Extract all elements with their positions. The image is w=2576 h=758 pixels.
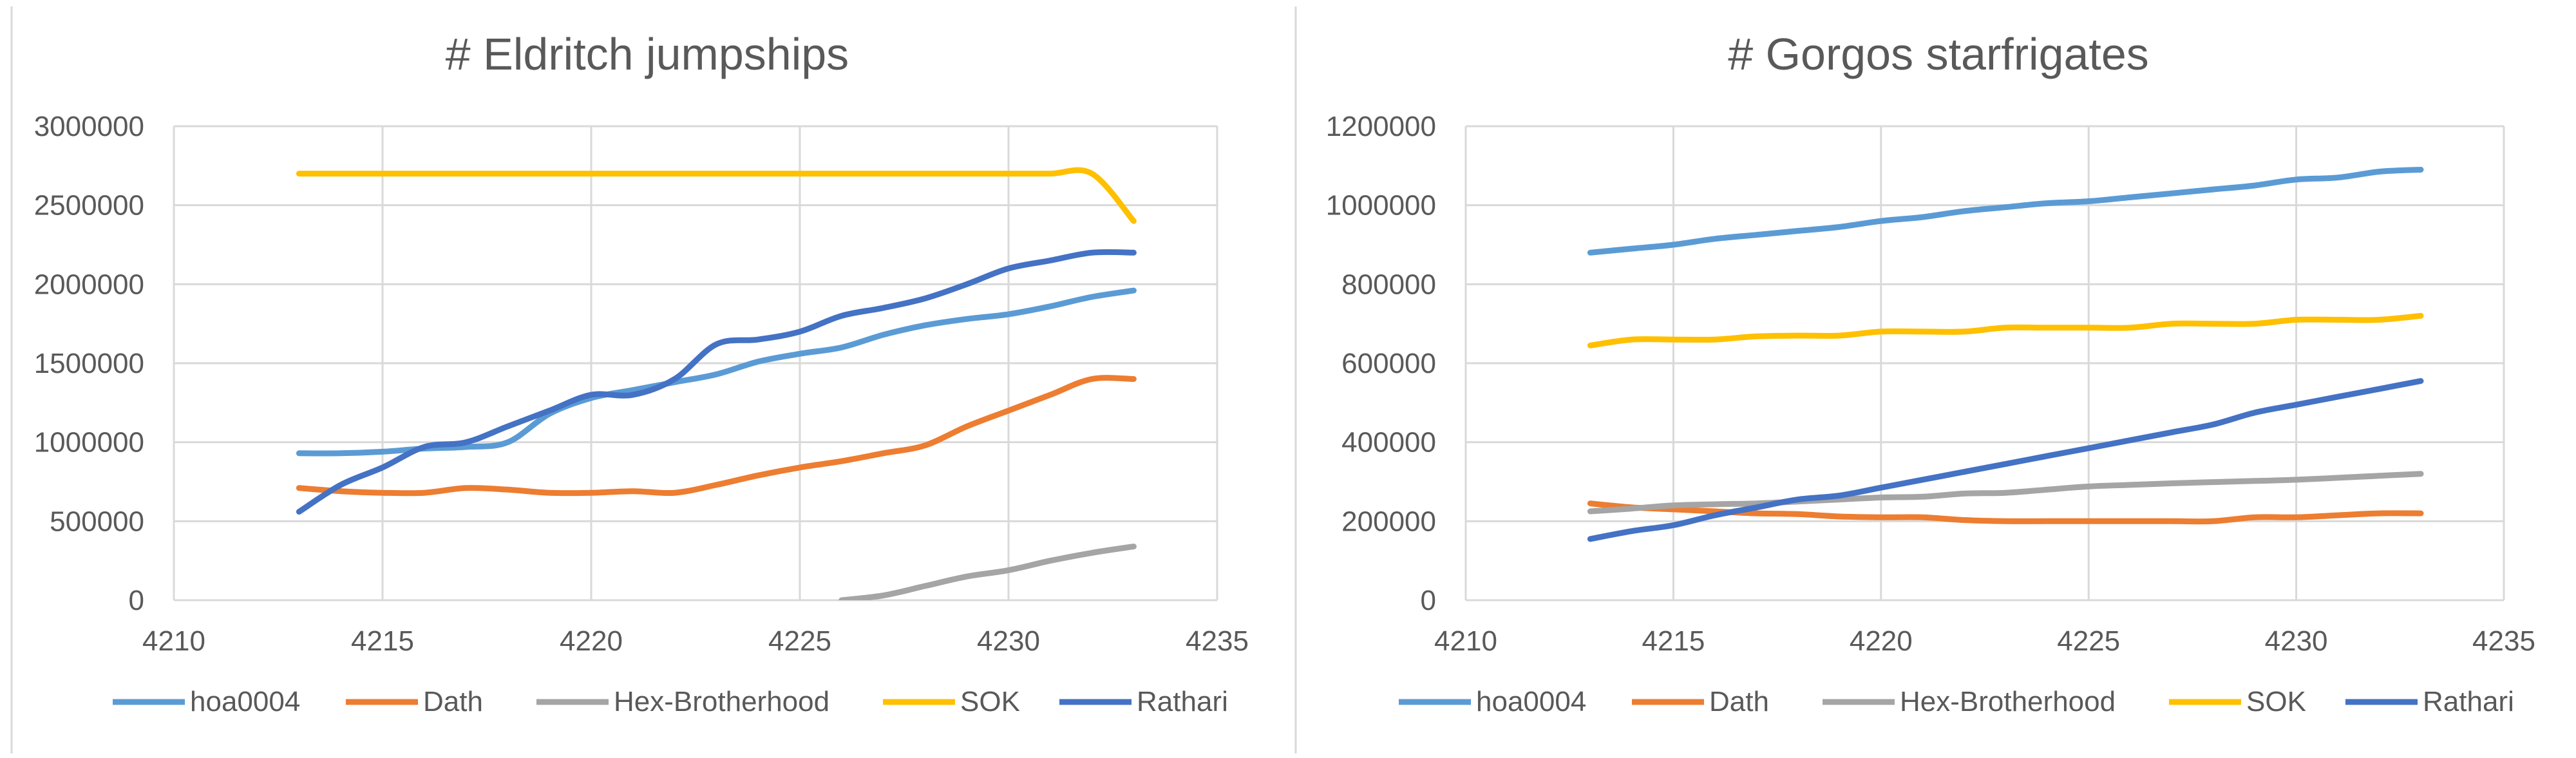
x-tick-label: 4220 <box>1850 625 1913 657</box>
series-line-dath[interactable] <box>296 375 1137 497</box>
series-line-rathari[interactable] <box>296 249 1137 515</box>
x-tick-label: 4220 <box>560 625 623 657</box>
legend-label: Rathari <box>1137 686 1228 717</box>
legend-label: Dath <box>1709 686 1769 717</box>
y-tick-label: 800000 <box>1341 269 1436 300</box>
y-tick-label: 3000000 <box>34 111 144 142</box>
legend-label: hoa0004 <box>190 686 300 717</box>
y-tick-label: 500000 <box>50 506 144 537</box>
legend-label: SOK <box>960 686 1020 717</box>
x-tick-label: 4225 <box>768 625 831 657</box>
series-line-hex-brotherhood[interactable] <box>1587 471 2424 515</box>
y-tick-label: 1200000 <box>1326 111 1436 142</box>
chart-2: # Gorgos starfrigates 0 200000 400000 600000… <box>1326 29 2535 717</box>
series-group <box>296 167 1137 600</box>
series-line-sok[interactable] <box>296 167 1137 224</box>
y-tick-label: 0 <box>129 585 144 616</box>
series-line-sok[interactable] <box>1587 312 2424 348</box>
y-tick-label: 2000000 <box>34 269 144 300</box>
y-tick-label: 600000 <box>1341 348 1436 379</box>
x-tick-label: 4235 <box>2472 625 2535 657</box>
x-tick-label: 4235 <box>1186 625 1249 657</box>
y-tick-label: 1000000 <box>34 427 144 459</box>
series-line-hex-brotherhood[interactable] <box>838 544 1137 600</box>
legend: hoa0004 Dath Hex-Brotherhood SOK Rathari <box>113 686 1228 717</box>
x-tick-label: 4230 <box>977 625 1040 657</box>
legend: hoa0004 Dath Hex-Brotherhood SOK Rathari <box>1399 686 2514 717</box>
series-line-hoa0004[interactable] <box>296 287 1137 457</box>
chart-1: # Eldritch jumpships 0 500000 1000000 150000… <box>34 29 1249 717</box>
series-group <box>1587 167 2424 542</box>
y-tick-label: 1500000 <box>34 348 144 379</box>
chart-title: # Eldritch jumpships <box>446 29 849 79</box>
y-tick-label: 1000000 <box>1326 190 1436 222</box>
series-line-rathari[interactable] <box>1587 378 2424 542</box>
legend-label: Hex-Brotherhood <box>614 686 829 717</box>
legend-label: Hex-Brotherhood <box>1900 686 2116 717</box>
legend-label: Dath <box>423 686 483 717</box>
x-tick-label: 4225 <box>2057 625 2120 657</box>
x-tick-label: 4215 <box>351 625 414 657</box>
y-tick-label: 2500000 <box>34 190 144 222</box>
y-tick-label: 200000 <box>1341 506 1436 537</box>
x-tick-label: 4215 <box>1642 625 1705 657</box>
y-tick-label: 0 <box>1421 585 1436 616</box>
legend-label: Rathari <box>2423 686 2514 717</box>
x-tick-label: 4230 <box>2265 625 2328 657</box>
x-tick-label: 4210 <box>142 625 205 657</box>
x-tick-label: 4210 <box>1434 625 1497 657</box>
series-line-hoa0004[interactable] <box>1587 167 2424 256</box>
legend-label: hoa0004 <box>1476 686 1586 717</box>
legend-label: SOK <box>2246 686 2306 717</box>
y-tick-label: 400000 <box>1341 427 1436 459</box>
chart-title: # Gorgos starfrigates <box>1728 29 2149 79</box>
